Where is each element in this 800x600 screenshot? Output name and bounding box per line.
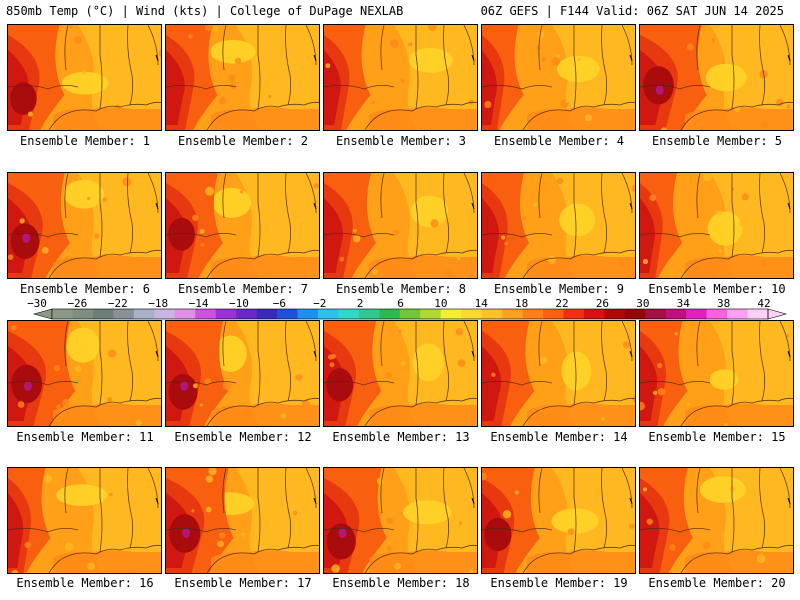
colorbar-swatch — [113, 309, 135, 319]
ensemble-panel-13 — [323, 320, 478, 427]
colorbar-swatch — [399, 309, 421, 319]
colorbar-swatch — [747, 309, 769, 319]
colorbar-swatch — [481, 309, 503, 319]
colorbar-tick-label: 26 — [595, 297, 610, 310]
colorbar-swatch — [236, 309, 257, 319]
ensemble-panel-16 — [7, 467, 162, 574]
ensemble-panel-18 — [323, 467, 478, 574]
chart-title: 850mb Temp (°C) | Wind (kts) | College o… — [6, 4, 404, 18]
colorbar-tick-label: 18 — [515, 297, 529, 310]
ensemble-panel-14 — [481, 320, 636, 427]
colorbar-swatch — [563, 309, 585, 319]
panel-caption-10: Ensemble Member: 10 — [648, 282, 786, 296]
colorbar-tick-label: −2 — [313, 297, 327, 310]
ensemble-panel-6 — [7, 172, 162, 279]
panel-caption-6: Ensemble Member: 6 — [19, 282, 151, 296]
colorbar-swatch — [665, 309, 687, 319]
ensemble-panel-8 — [323, 172, 478, 279]
colorbar-tick-label: 42 — [757, 297, 771, 310]
ensemble-panel-20 — [639, 467, 794, 574]
ensemble-panel-2 — [165, 24, 320, 131]
panel-caption-8: Ensemble Member: 8 — [335, 282, 467, 296]
colorbar-swatch — [133, 309, 155, 319]
colorbar-swatch — [461, 309, 482, 319]
panel-caption-1: Ensemble Member: 1 — [19, 134, 151, 148]
valid-time-label: 06Z GEFS | F144 Valid: 06Z SAT JUN 14 20… — [480, 4, 784, 18]
panel-caption-3: Ensemble Member: 3 — [335, 134, 467, 148]
colorbar-swatch — [420, 309, 441, 319]
ensemble-panel-19 — [481, 467, 636, 574]
ensemble-panel-15 — [639, 320, 794, 427]
ensemble-panel-12 — [165, 320, 320, 427]
colorbar-swatch — [379, 309, 401, 319]
ensemble-panel-9 — [481, 172, 636, 279]
colorbar-tick-label: −18 — [148, 297, 169, 310]
colorbar-swatch — [502, 309, 523, 319]
colorbar-swatch — [583, 309, 605, 319]
colorbar-swatch — [92, 309, 114, 319]
colorbar-swatch — [727, 309, 748, 319]
ensemble-panel-11 — [7, 320, 162, 427]
panel-caption-7: Ensemble Member: 7 — [177, 282, 309, 296]
panel-caption-9: Ensemble Member: 9 — [493, 282, 625, 296]
colorbar-tick-label: −6 — [272, 297, 286, 310]
temperature-colorbar — [32, 308, 788, 320]
colorbar-swatch — [215, 309, 237, 319]
panel-caption-17: Ensemble Member: 17 — [174, 576, 312, 590]
colorbar-tick-label: 2 — [356, 297, 364, 310]
panel-caption-2: Ensemble Member: 2 — [177, 134, 309, 148]
colorbar-swatch — [706, 309, 728, 319]
colorbar-swatch — [686, 309, 707, 319]
ensemble-panel-4 — [481, 24, 636, 131]
panel-caption-20: Ensemble Member: 20 — [648, 576, 786, 590]
panel-caption-14: Ensemble Member: 14 — [490, 430, 628, 444]
colorbar-swatch — [72, 309, 94, 319]
ensemble-panel-17 — [165, 467, 320, 574]
colorbar-swatch — [52, 309, 73, 319]
colorbar-swatch — [297, 309, 319, 319]
colorbar-tick-label: 6 — [397, 297, 404, 310]
panel-caption-19: Ensemble Member: 19 — [490, 576, 628, 590]
panel-caption-15: Ensemble Member: 15 — [648, 430, 786, 444]
ensemble-panel-5 — [639, 24, 794, 131]
panel-caption-16: Ensemble Member: 16 — [16, 576, 154, 590]
colorbar-tick-label: 34 — [676, 297, 690, 310]
ensemble-panel-7 — [165, 172, 320, 279]
colorbar-swatch — [542, 309, 564, 319]
panel-caption-12: Ensemble Member: 12 — [174, 430, 312, 444]
colorbar-tick-label: −30 — [27, 297, 47, 310]
colorbar-tick-label: 14 — [474, 297, 488, 310]
colorbar-tick-label: 30 — [636, 297, 650, 310]
panel-caption-13: Ensemble Member: 13 — [332, 430, 470, 444]
colorbar-swatch — [256, 309, 278, 319]
colorbar-swatch — [154, 309, 176, 319]
colorbar-tick-label: −22 — [107, 297, 128, 310]
colorbar-tick-label: 10 — [434, 297, 448, 310]
panel-caption-4: Ensemble Member: 4 — [493, 134, 625, 148]
colorbar-swatch — [195, 309, 216, 319]
colorbar-swatch — [604, 309, 626, 319]
colorbar-tick-label: −14 — [188, 297, 209, 310]
ensemble-panel-3 — [323, 24, 478, 131]
colorbar-min-arrow — [32, 308, 53, 320]
colorbar-tick-label: −10 — [229, 297, 249, 310]
colorbar-max-arrow — [767, 308, 788, 320]
colorbar-swatch — [624, 309, 646, 319]
colorbar-swatch — [645, 309, 667, 319]
colorbar-swatch — [440, 309, 462, 319]
panel-caption-18: Ensemble Member: 18 — [332, 576, 470, 590]
colorbar-swatch — [338, 309, 360, 319]
colorbar-tick-label: −26 — [67, 297, 88, 310]
colorbar-swatch — [522, 309, 544, 319]
colorbar-swatch — [317, 309, 339, 319]
colorbar-swatch — [174, 309, 196, 319]
colorbar-swatch — [358, 309, 380, 319]
ensemble-panel-10 — [639, 172, 794, 279]
colorbar-tick-label: 22 — [555, 297, 569, 310]
panel-caption-5: Ensemble Member: 5 — [651, 134, 783, 148]
ensemble-panel-1 — [7, 24, 162, 131]
colorbar-tick-label: 38 — [716, 297, 731, 310]
colorbar-swatch — [277, 309, 298, 319]
panel-caption-11: Ensemble Member: 11 — [16, 430, 154, 444]
